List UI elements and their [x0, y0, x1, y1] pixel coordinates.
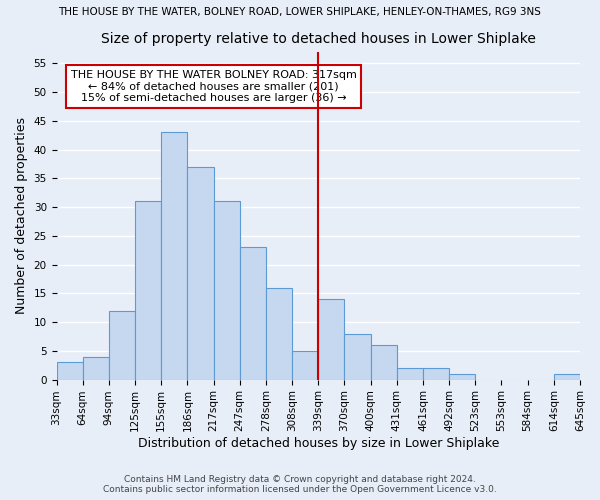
Bar — [318, 299, 344, 380]
Text: Contains HM Land Registry data © Crown copyright and database right 2024.
Contai: Contains HM Land Registry data © Crown c… — [103, 474, 497, 494]
Bar — [135, 202, 161, 380]
Title: Size of property relative to detached houses in Lower Shiplake: Size of property relative to detached ho… — [101, 32, 536, 46]
Y-axis label: Number of detached properties: Number of detached properties — [15, 117, 28, 314]
Bar — [449, 374, 475, 380]
Bar — [214, 202, 240, 380]
Text: THE HOUSE BY THE WATER, BOLNEY ROAD, LOWER SHIPLAKE, HENLEY-ON-THAMES, RG9 3NS: THE HOUSE BY THE WATER, BOLNEY ROAD, LOW… — [59, 8, 541, 18]
Bar — [109, 310, 135, 380]
Bar — [292, 351, 318, 380]
Bar — [423, 368, 449, 380]
Bar — [240, 248, 266, 380]
Bar — [187, 167, 214, 380]
Bar — [397, 368, 423, 380]
Bar — [344, 334, 371, 380]
X-axis label: Distribution of detached houses by size in Lower Shiplake: Distribution of detached houses by size … — [137, 437, 499, 450]
Bar — [83, 356, 109, 380]
Bar — [161, 132, 187, 380]
Bar — [554, 374, 580, 380]
Bar — [371, 345, 397, 380]
Bar — [266, 288, 292, 380]
Text: THE HOUSE BY THE WATER BOLNEY ROAD: 317sqm
← 84% of detached houses are smaller : THE HOUSE BY THE WATER BOLNEY ROAD: 317s… — [71, 70, 356, 103]
Bar — [56, 362, 83, 380]
